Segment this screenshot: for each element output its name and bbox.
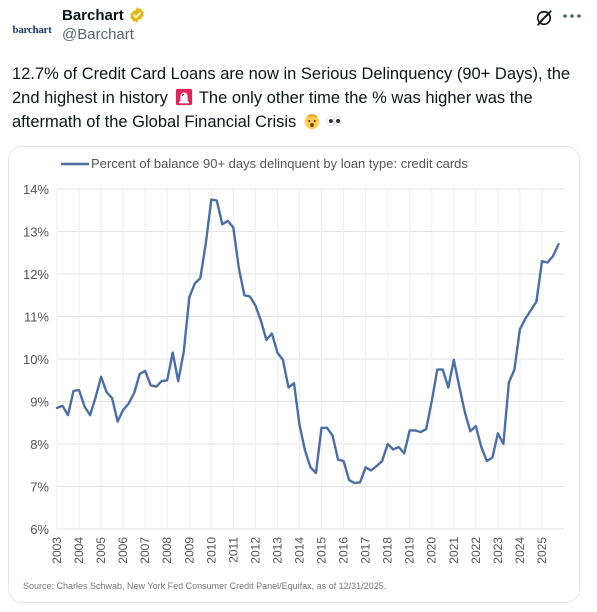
x-axis-ticks: 2003 2004 2005 2006 2007 2008 2009 2010 2011 2012… (50, 537, 549, 564)
x-tick-label: 2014 (292, 537, 306, 564)
y-tick-label: 9% (30, 395, 49, 410)
siren-icon (175, 88, 192, 106)
tweet-text: 12.7% of Credit Card Loans are now in Se… (12, 62, 587, 134)
y-tick-label: 12% (23, 267, 49, 282)
y-tick-label: 10% (23, 352, 49, 367)
verified-badge-icon (129, 7, 144, 23)
author-block: Barchart @Barchart (62, 6, 146, 43)
name-row: Barchart (62, 6, 146, 24)
delinquency-line-chart: 6% 7% 8% 9% 10% 11% 12% 13% 14% 2003 2004 2005 2006… (23, 156, 564, 564)
x-tick-label: 2013 (270, 537, 284, 564)
y-tick-label: 7% (30, 480, 49, 495)
avatar-logo-text: barchart (12, 24, 52, 36)
x-tick-label: 2007 (138, 537, 152, 564)
legend-label: Percent of balance 90+ days delinquent b… (91, 156, 468, 171)
x-tick-label: 2006 (116, 537, 130, 564)
chart-grid (56, 188, 564, 530)
x-tick-label: 2021 (447, 537, 461, 564)
y-tick-label: 13% (23, 225, 49, 240)
mind-blown-icon (304, 114, 320, 130)
chart-source: Source: Charles Schwab, New York Fed Con… (23, 581, 387, 591)
eyes-icon (326, 115, 342, 127)
x-tick-label: 2015 (315, 537, 329, 564)
x-tick-label: 2004 (72, 537, 86, 564)
x-tick-label: 2003 (50, 537, 64, 564)
x-tick-label: 2020 (425, 537, 439, 564)
handle[interactable]: @Barchart (62, 26, 134, 43)
x-tick-label: 2017 (359, 537, 373, 564)
x-tick-label: 2009 (182, 537, 196, 564)
more-icon[interactable] (560, 6, 584, 26)
x-tick-label: 2011 (226, 537, 240, 563)
x-tick-label: 2024 (513, 537, 527, 564)
y-tick-label: 11% (24, 310, 49, 325)
grok-icon[interactable] (534, 8, 554, 28)
x-tick-label: 2005 (94, 537, 108, 564)
x-tick-label: 2010 (204, 537, 218, 564)
x-tick-label: 2016 (337, 537, 351, 564)
series-group (55, 198, 560, 485)
x-tick-label: 2022 (469, 537, 483, 564)
x-tick-label: 2023 (491, 537, 505, 564)
chart-card[interactable]: 6% 7% 8% 9% 10% 11% 12% 13% 14% 2003 2004 2005 2006… (8, 146, 580, 603)
tweet-text-part1: 12.7% of Credit Card Loans are now in Se… (12, 65, 571, 107)
y-axis-ticks: 6% 7% 8% 9% 10% 11% 12% 13% 14% (23, 182, 49, 537)
y-tick-label: 8% (30, 437, 49, 452)
tweet-text-part2: The only other time the % was higher was… (12, 89, 533, 131)
display-name[interactable]: Barchart (62, 6, 124, 24)
x-tick-label: 2008 (160, 537, 174, 564)
y-tick-label: 6% (30, 522, 49, 537)
avatar[interactable]: barchart (10, 8, 54, 52)
y-tick-label: 14% (23, 182, 49, 197)
x-tick-label: 2012 (248, 537, 262, 564)
x-tick-label: 2025 (535, 537, 549, 564)
x-tick-label: 2019 (403, 537, 417, 564)
series-line (55, 198, 560, 485)
chart-legend: Percent of balance 90+ days delinquent b… (61, 156, 468, 171)
x-tick-label: 2018 (381, 537, 395, 564)
